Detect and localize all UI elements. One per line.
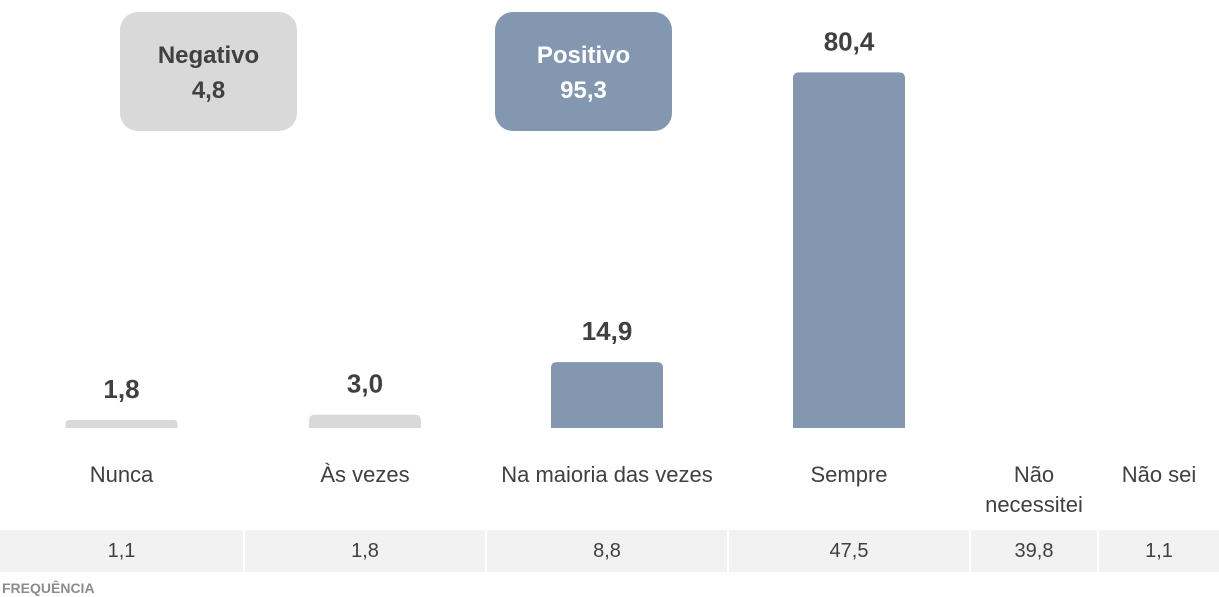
category-label: Sempre	[810, 462, 888, 487]
bar	[793, 72, 905, 428]
category-label: Não sei	[1121, 462, 1197, 487]
summary-label: Negativo	[158, 42, 259, 69]
summary-value: 4,8	[192, 77, 225, 104]
bar	[551, 362, 663, 428]
bar-value-label: 80,4	[824, 26, 875, 56]
frequency-title: FREQUÊNCIA	[2, 580, 95, 596]
frequency-cell: 47,5	[729, 530, 969, 572]
summary-box	[120, 12, 297, 131]
bar-value-label: 14,9	[582, 316, 633, 346]
summary-value: 95,3	[560, 77, 607, 104]
bar	[309, 414, 421, 428]
frequency-cell: 39,8	[971, 530, 1097, 572]
category-label: Não necessitei	[985, 462, 1083, 517]
frequency-cell: 8,8	[487, 530, 727, 572]
category-label: Na maioria das vezes	[501, 462, 713, 487]
frequency-cell: 1,1	[1099, 530, 1219, 572]
frequency-cell: 1,1	[0, 530, 243, 572]
summary-box	[495, 12, 672, 131]
plot: 1,8 3,0 14,9 80,4 Negativo 4,8 Positivo 95,3	[65, 12, 905, 428]
category-label: Nunca	[89, 462, 154, 487]
bar-value-label: 3,0	[347, 369, 383, 399]
frequency-cell: 1,8	[245, 530, 485, 572]
bar	[65, 420, 178, 428]
category-label: Às vezes	[320, 462, 410, 487]
bar-value-label: 1,8	[103, 374, 139, 404]
summary-label: Positivo	[537, 42, 630, 69]
